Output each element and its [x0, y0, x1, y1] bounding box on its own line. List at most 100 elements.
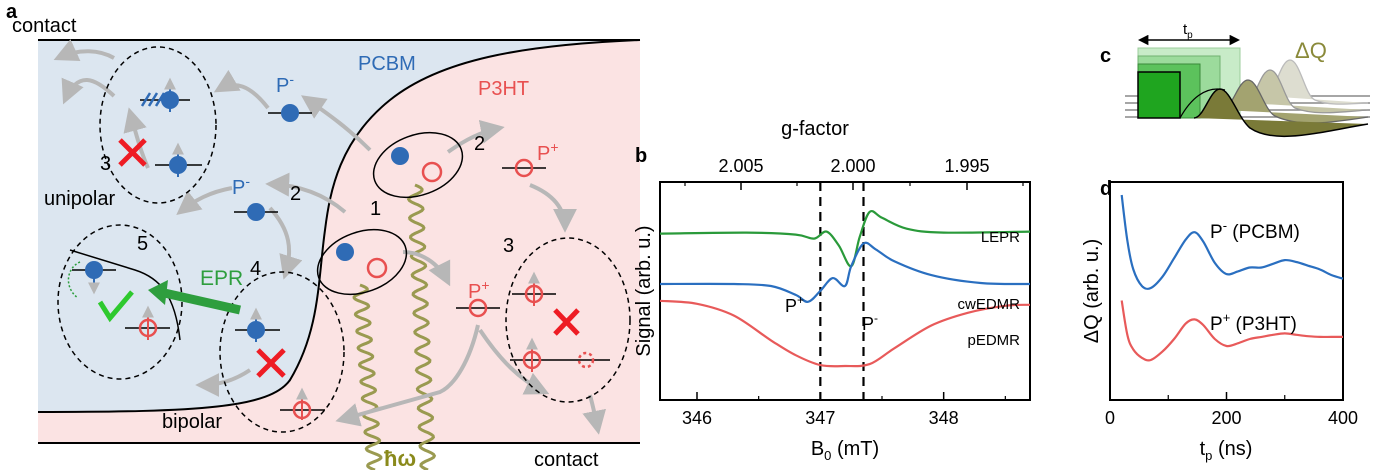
exciton-pairs: [316, 131, 464, 296]
unipolar-site-box: [99, 46, 217, 204]
bipolar-label: bipolar: [162, 411, 222, 433]
step-number: 1: [370, 198, 381, 220]
spin-arrows: [88, 77, 540, 420]
cross-icon: [256, 348, 286, 378]
step-number: 5: [137, 233, 148, 255]
pcbm-label: PCBM: [358, 53, 416, 75]
top-axis-ticks: 2.005 2.000 1.995: [684, 156, 1024, 190]
g-markers: [819, 182, 865, 400]
arrow-pminus-to-site: [176, 186, 233, 215]
panel-label-a: a: [6, 1, 18, 23]
tick-label: 200: [1211, 408, 1241, 428]
series-line-cwedmr: [660, 241, 1030, 303]
red-crosses: [118, 138, 580, 378]
arrow-pplus-to-right-bottom: [478, 328, 550, 395]
arrow-pplus-to-bipolar-bottom: [335, 324, 480, 427]
exciton-pair-top: [372, 131, 464, 199]
interface-boundary: [37, 39, 641, 413]
tp-label-c: tp: [1183, 21, 1193, 41]
panel-a: a contact contact PCBM P3HT unipolar bip…: [6, 1, 641, 470]
contact-top-label: contact: [12, 15, 77, 37]
tick-label: 400: [1328, 408, 1358, 428]
p3ht-label: P3HT: [478, 78, 529, 100]
top-axis-title: g-factor: [781, 118, 849, 140]
panel-c: c tp ΔQ: [1100, 21, 1370, 138]
arrow-exciton-to-pplus-mid: [402, 250, 451, 287]
hole-icon: [514, 158, 534, 178]
cross-icon: [553, 308, 580, 336]
plot-frame-b: [659, 181, 1031, 401]
tick-label: 0: [1105, 408, 1115, 428]
series-label-pminus: P- (PCBM): [1210, 218, 1300, 243]
photon-wave-1: [406, 183, 437, 470]
arrow-pplus-to-right-box: [529, 183, 577, 233]
x-axis-label-d: tp (ns): [1200, 438, 1253, 463]
tick-label: 2.005: [718, 156, 763, 176]
photon-waves: [352, 183, 437, 470]
tick-label: 2.000: [830, 156, 875, 176]
transient: [1244, 69, 1369, 114]
polaron-labels: P- P- P+ P+: [232, 71, 559, 303]
panel-label-b: b: [635, 145, 647, 167]
panel-b: b g-factor 2.005 2.000 1.995 346 347 348 B0 …: [633, 118, 1031, 463]
checkmark-icon: [97, 290, 134, 323]
hole-icon: [468, 298, 488, 318]
panel-d: d 0 200 400 ΔQ (arb. u.) tp (ns) P- (PCBM)…: [1081, 178, 1358, 463]
x-axis-ticks-d: 0 200 400: [1105, 392, 1358, 428]
y-axis-label-d: ΔQ (arb. u.): [1081, 239, 1103, 344]
arrow-right-box-to-contact: [582, 394, 607, 435]
tick-label: 347: [805, 408, 835, 428]
hole-icon: [366, 257, 388, 279]
electron-icon: [247, 203, 265, 221]
tick-label: 348: [929, 408, 959, 428]
epr-site-box: [57, 224, 183, 380]
electron-icon: [281, 104, 299, 122]
y-axis-label-b: Signal (arb. u.): [633, 225, 655, 356]
trace-label-lepr: LEPR: [981, 229, 1020, 246]
transient: [1221, 79, 1369, 124]
pminus-label: P-: [276, 71, 294, 97]
arrow-unipolar-to-contact-2: [53, 39, 115, 61]
series-line-pminus: [1120, 194, 1344, 291]
charge-transients: [1179, 59, 1369, 138]
series-line-pedmr: [660, 299, 1030, 368]
marker-label-pminus: P-: [862, 311, 878, 334]
unipolar-label: unipolar: [44, 188, 116, 210]
pminus-label: P-: [232, 173, 250, 199]
plot-frame-d: [1109, 181, 1344, 401]
transient-edge: [1179, 88, 1226, 119]
hatch-marks: [140, 92, 166, 107]
spin-flip-icon: [67, 261, 81, 299]
transient: [1193, 88, 1369, 138]
step-number: 2: [474, 133, 485, 155]
arrow-pminus-to-unipolar: [213, 69, 270, 110]
process-numbers: 2 1 2 3 5 4 3: [100, 133, 514, 280]
series-label-pplus: P+ (P3HT): [1210, 310, 1297, 335]
pulse-rect: [1137, 71, 1181, 119]
photon-label: ħω: [384, 446, 416, 470]
delta-q-label: ΔQ: [1295, 38, 1327, 63]
arrow-pminus-to-bipolar: [268, 206, 303, 280]
tick-label: 1.995: [944, 156, 989, 176]
pplus-label: P+: [537, 139, 559, 165]
pcbm-region: [38, 40, 640, 412]
epr-arrow-head: [148, 280, 168, 305]
hole-icon: [421, 161, 443, 183]
panel-label-c: c: [1100, 45, 1111, 67]
bipolar-site-box: [219, 271, 345, 433]
bottom-axis-ticks: 346 347 348: [682, 392, 1006, 428]
arrow-bipolar-to-hole: [195, 368, 252, 397]
pulse-rectangles: [1137, 47, 1241, 119]
electron-icon: [336, 243, 354, 261]
electron-icon: [391, 147, 409, 165]
photon-wave-2: [352, 283, 383, 470]
arrow-exciton-to-pminus-mid: [265, 172, 347, 214]
tick-label: 346: [682, 408, 712, 428]
epr-label: EPR: [200, 267, 243, 290]
arrow-exciton-to-pplus-top: [446, 120, 505, 154]
process-arrows: [53, 39, 607, 435]
cross-icon: [118, 138, 147, 167]
trace-label-cwedmr: cwEDMR: [958, 296, 1021, 313]
pplus-label: P+: [468, 277, 490, 303]
